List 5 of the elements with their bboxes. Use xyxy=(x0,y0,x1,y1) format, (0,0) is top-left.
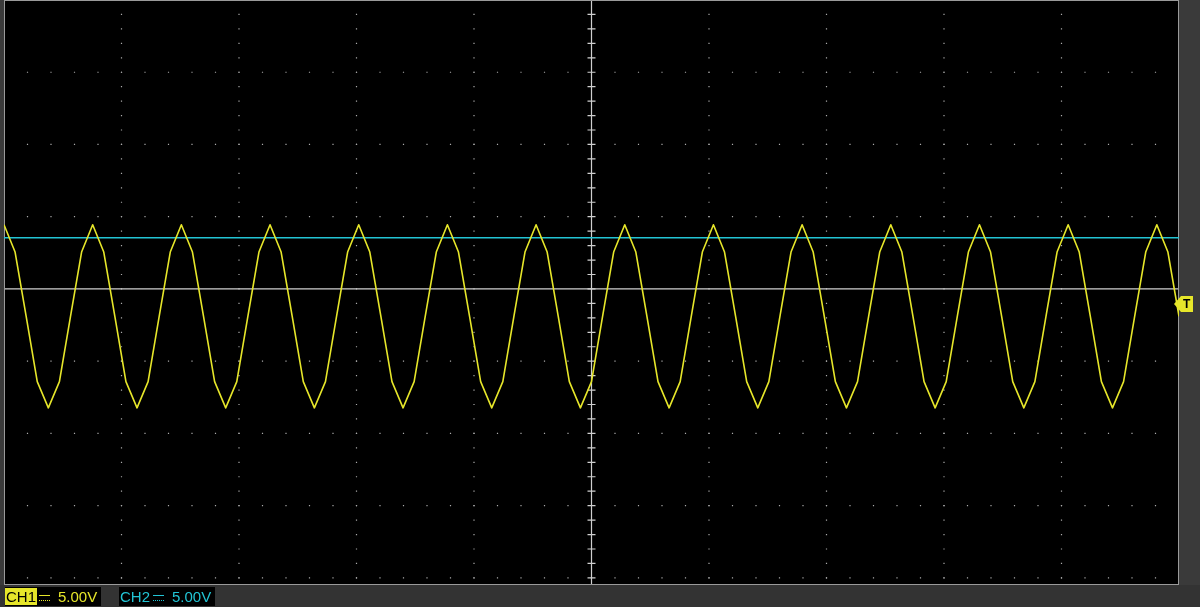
text: CH1 xyxy=(5,588,38,605)
text: CH2 xyxy=(119,588,151,605)
text: T xyxy=(1181,296,1194,312)
text: 5.00V xyxy=(58,588,98,605)
text: 5.00V xyxy=(172,588,212,605)
